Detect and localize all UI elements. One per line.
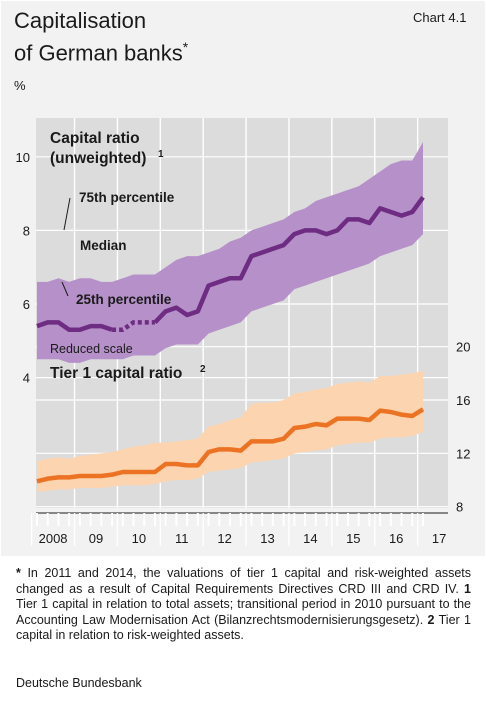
xtick-label: 09: [89, 531, 103, 546]
label-median: Median: [80, 238, 127, 253]
footnote-text: * In 2011 and 2014, the valuations of ti…: [16, 566, 471, 644]
footnote-part-1: In 2011 and 2014, the valuations of tier…: [16, 566, 471, 596]
xtick-label: 15: [346, 531, 360, 546]
panel1-title-line1: Capital ratio: [50, 130, 140, 147]
panel1-title-note: 1: [158, 149, 164, 160]
panel1-title-line2: (unweighted): [50, 150, 146, 167]
footnote-num-1: 1: [464, 581, 471, 596]
ytick-panel2: 16: [456, 393, 470, 408]
footnote-star: *: [16, 566, 21, 580]
title-line-2: of German banks: [14, 40, 183, 66]
title-footnote-mark: *: [182, 39, 189, 55]
xtick-label: 11: [175, 531, 189, 546]
xtick-label: 17: [432, 531, 446, 546]
ytick-panel2: 12: [456, 446, 470, 461]
ytick-panel2: 8: [456, 500, 463, 515]
ytick-panel1: 4: [23, 371, 30, 386]
xtick-label: 2008: [39, 531, 68, 546]
chart-number: Chart 4.1: [413, 10, 467, 25]
xtick-label: 10: [132, 531, 146, 546]
ytick-panel2: 20: [456, 340, 470, 355]
capital-ratio-median-line: [36, 320, 113, 333]
reduced-scale-label: Reduced scale: [50, 342, 133, 356]
footnote-num-2: 2: [427, 612, 435, 627]
capital-ratio-band: [37, 142, 423, 363]
ytick-panel1: 8: [23, 223, 30, 238]
chart-title: Capitalisation of German banks*: [14, 8, 188, 66]
footnote-part-3: Tier 1 capital in relation to risk-weigh…: [16, 612, 471, 643]
xtick-label: 12: [217, 531, 231, 546]
ytick-panel1: 6: [23, 297, 30, 312]
title-line-1: Capitalisation: [14, 8, 147, 33]
xtick-label: 14: [303, 531, 317, 546]
tier1-ratio-median-line: [36, 407, 425, 484]
unit-label: %: [14, 78, 26, 93]
leader-25th: [61, 281, 69, 297]
xtick-label: 13: [260, 531, 274, 546]
xtick-label: 16: [389, 531, 403, 546]
source-label: Deutsche Bundesbank: [16, 676, 142, 690]
tier1-ratio-band: [37, 370, 423, 492]
ytick-panel1: 10: [16, 150, 30, 165]
capital-ratio-median-line: [112, 320, 155, 333]
footnote-part-2: Tier 1 capital in relation to total asse…: [16, 597, 471, 627]
label-75th-percentile: 75th percentile: [79, 190, 175, 205]
panel2-title: Tier 1 capital ratio: [50, 365, 182, 382]
label-25th-percentile: 25th percentile: [76, 292, 172, 307]
capital-ratio-median-line: [153, 195, 425, 324]
footnote-box: * In 2011 and 2014, the valuations of ti…: [0, 556, 486, 705]
panel2-title-note: 2: [200, 364, 206, 375]
leader-75th: [63, 197, 71, 231]
